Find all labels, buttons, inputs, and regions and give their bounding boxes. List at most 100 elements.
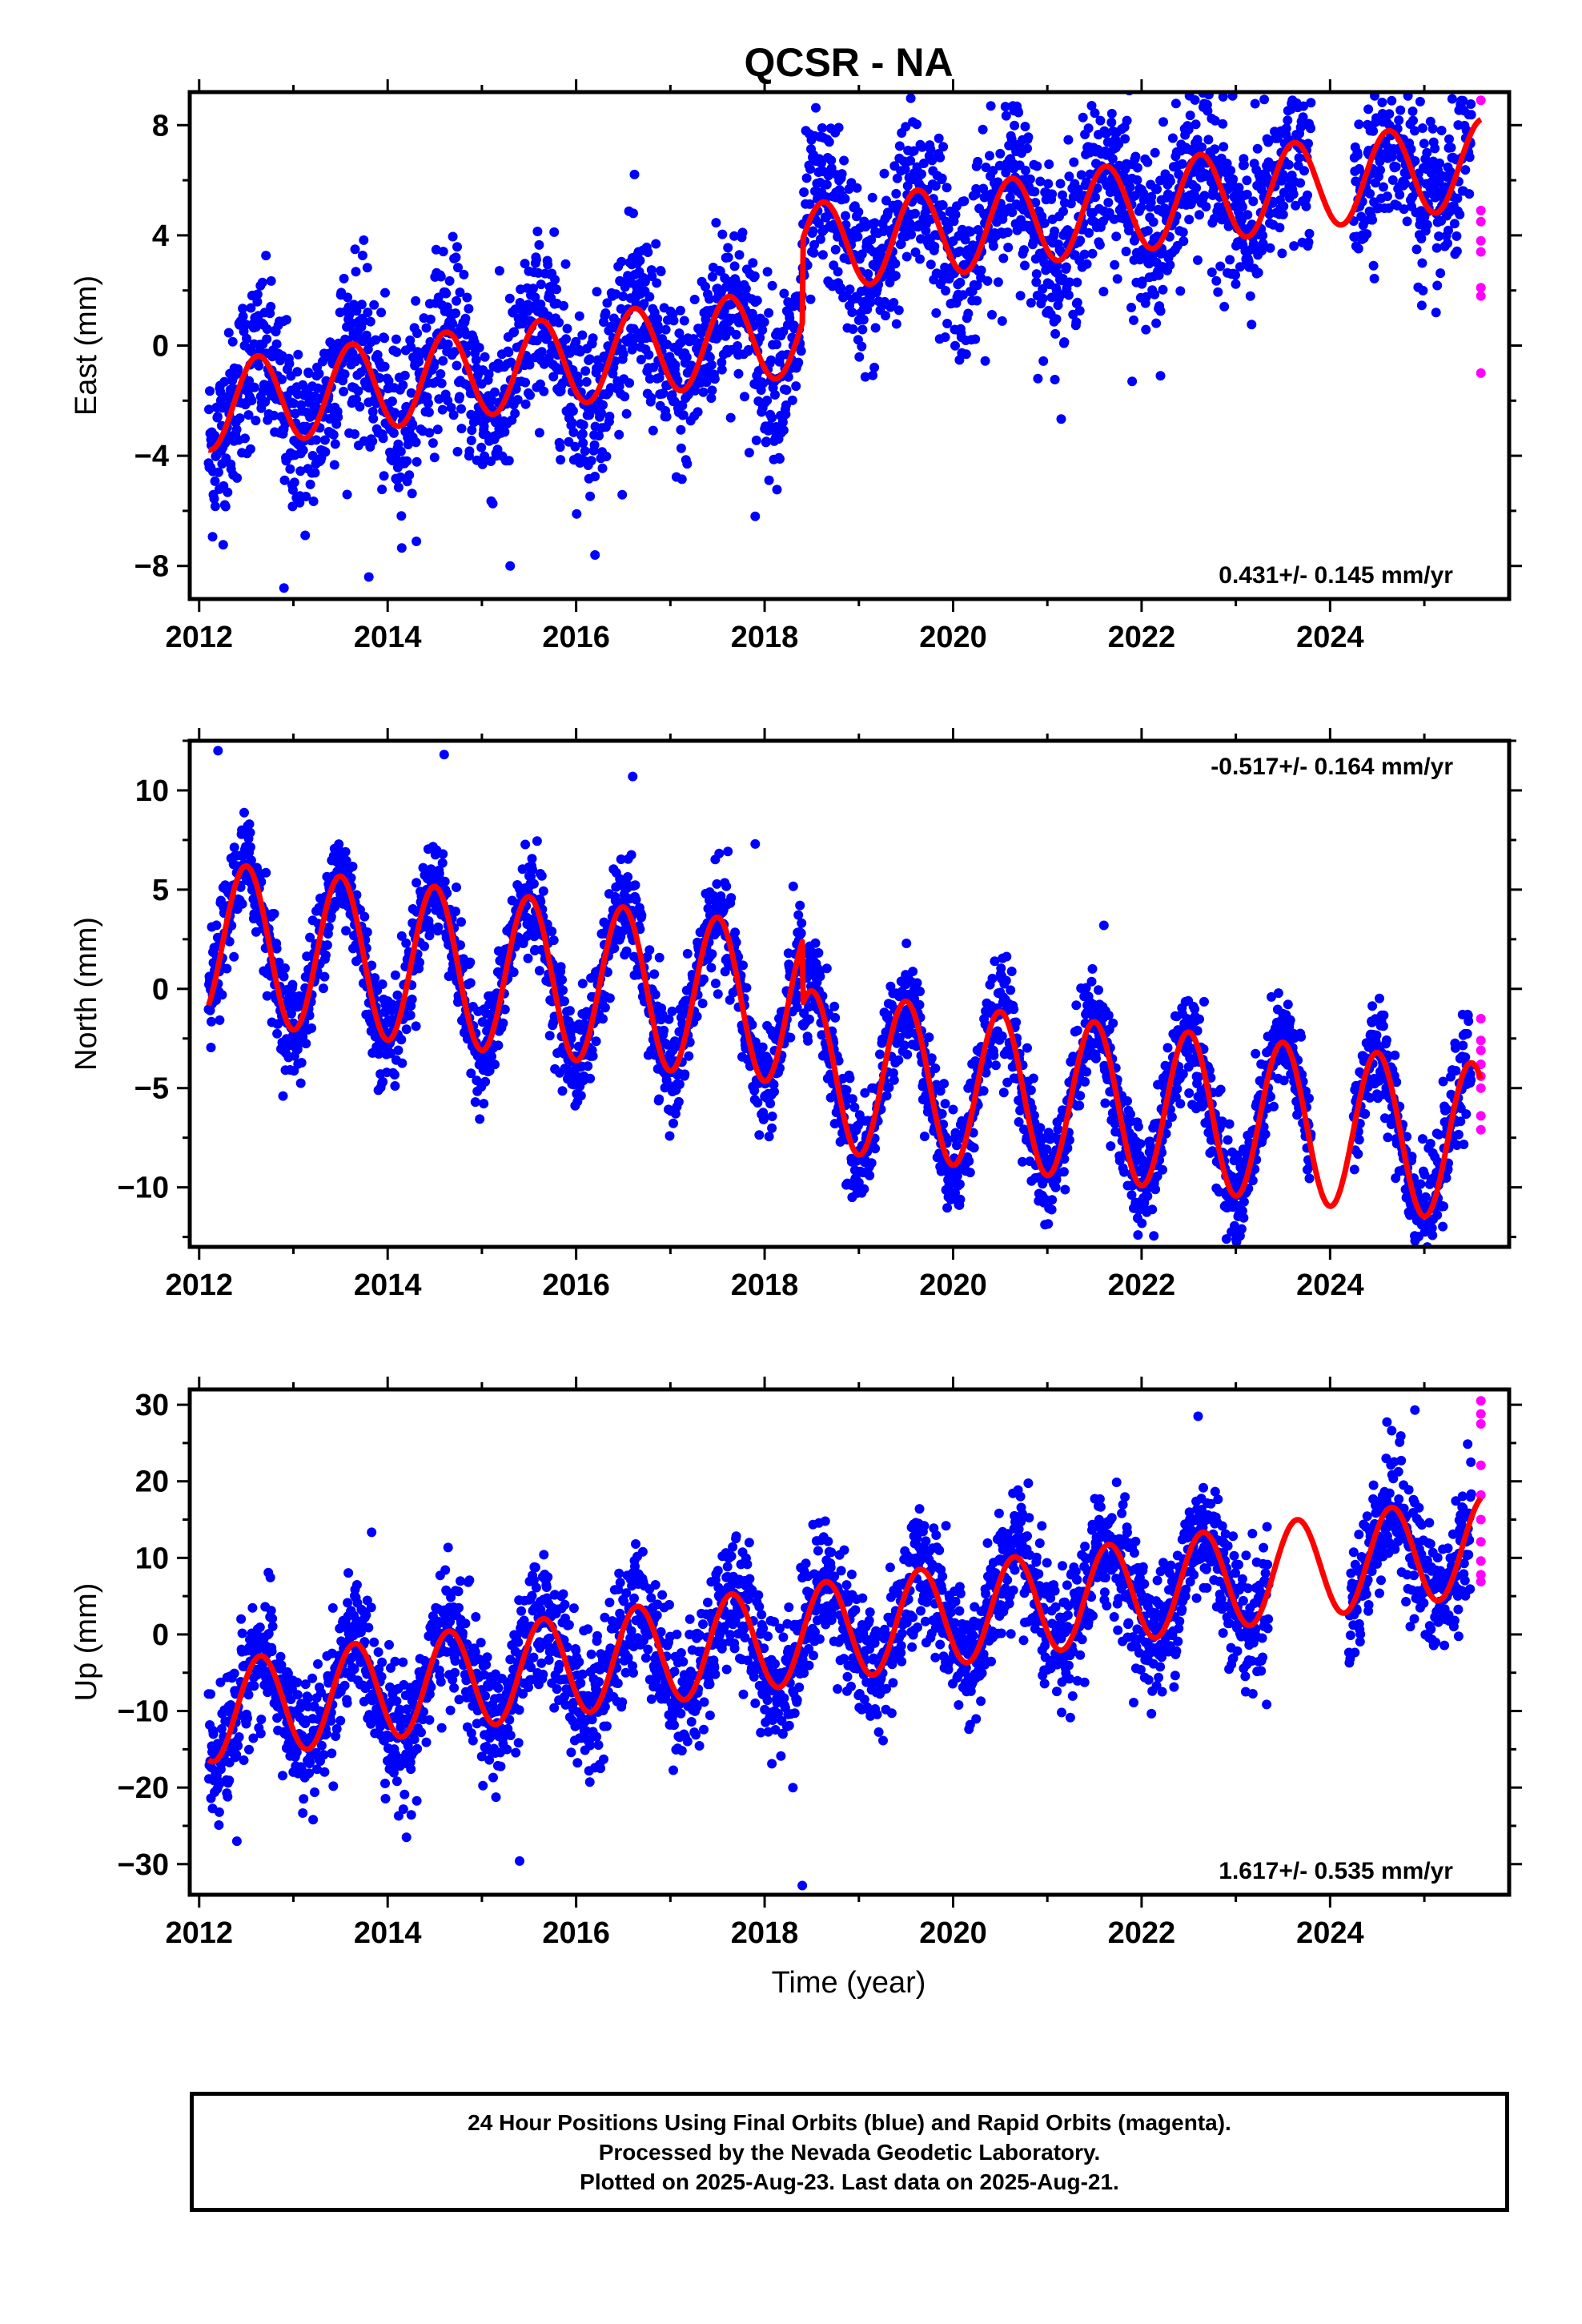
north-final-point [415, 957, 425, 967]
east-final-point [890, 259, 901, 269]
east-final-point [676, 424, 686, 435]
north-final-point [841, 1085, 852, 1096]
east-final-point [1155, 371, 1166, 381]
north-final-point [465, 957, 476, 967]
east-final-point [396, 446, 406, 456]
east-final-point [616, 256, 627, 267]
east-final-point [805, 294, 816, 304]
east-final-point [597, 463, 608, 473]
east-final-point [520, 377, 531, 388]
east-final-point [1402, 216, 1412, 227]
east-final-point [1190, 94, 1200, 105]
east-final-point [396, 511, 407, 521]
east-final-point [573, 378, 584, 388]
y-tick-label: 8 [152, 109, 169, 143]
east-final-point [675, 305, 685, 316]
north-final-point [508, 967, 519, 977]
east-final-point [976, 265, 986, 275]
east-final-point [434, 394, 444, 404]
east-final-point [1063, 135, 1074, 145]
north-final-point [706, 963, 717, 973]
east-final-point [1305, 64, 1315, 74]
east-final-point [351, 267, 361, 277]
east-final-point [252, 289, 263, 300]
east-final-point [766, 355, 777, 365]
east-final-point [1353, 243, 1363, 254]
east-final-point [1288, 189, 1299, 199]
east-final-point [233, 364, 243, 374]
east-final-point [1082, 259, 1092, 269]
east-final-point [303, 368, 314, 379]
north-final-point [340, 846, 351, 857]
east-final-point [504, 348, 514, 357]
east-final-point [396, 543, 407, 553]
east-final-point [1038, 356, 1049, 366]
east-final-point [628, 340, 638, 351]
east-final-point [484, 369, 494, 380]
north-final-point [754, 1130, 765, 1140]
east-final-point [1368, 126, 1379, 136]
north-final-point [796, 928, 806, 939]
east-final-point [677, 400, 688, 411]
east-final-point [635, 255, 645, 266]
east-rate-label: 0.431+/- 0.145 mm/yr [1219, 562, 1453, 589]
east-final-point [604, 412, 615, 421]
east-final-point [1125, 182, 1135, 192]
east-final-point [1303, 237, 1314, 247]
east-final-point [362, 263, 372, 273]
east-final-point [1211, 275, 1222, 286]
east-final-point [830, 244, 841, 255]
east-final-point [767, 280, 777, 291]
east-final-point [839, 155, 849, 166]
east-final-point [821, 179, 832, 190]
east-final-point [1282, 57, 1291, 66]
east-final-point [1074, 306, 1085, 316]
east-final-point [669, 316, 679, 326]
east-final-point [1419, 139, 1429, 149]
east-final-point [378, 433, 388, 444]
east-final-point [1231, 270, 1240, 280]
north-final-point [207, 1016, 216, 1027]
east-final-point [1237, 202, 1247, 212]
north-final-point [490, 1059, 500, 1070]
east-final-point [647, 271, 657, 281]
east-final-point [910, 208, 920, 219]
east-final-point [853, 231, 863, 242]
east-final-point [1148, 217, 1158, 227]
north-final-point [684, 1051, 694, 1061]
north-final-point [279, 971, 289, 982]
east-y-axis-label: East (mm) [70, 275, 103, 416]
east-final-point [371, 335, 381, 345]
east-final-point [600, 308, 611, 318]
east-final-point [438, 356, 448, 366]
east-final-point [460, 313, 471, 324]
east-final-point [449, 347, 460, 357]
east-final-point [1294, 81, 1303, 90]
east-final-point [737, 227, 748, 238]
east-final-point [1177, 159, 1187, 169]
north-final-point [654, 952, 665, 963]
east-final-point [252, 296, 263, 307]
east-final-point [310, 468, 320, 478]
east-final-point [656, 267, 666, 276]
east-final-point [1095, 115, 1106, 126]
north-final-point [493, 1040, 504, 1051]
east-final-point [363, 572, 374, 582]
north-final-point [347, 862, 358, 871]
east-final-point [677, 474, 687, 485]
north-final-point [245, 827, 255, 838]
east-final-point [781, 385, 792, 395]
east-final-point [901, 251, 912, 262]
east-final-point [456, 404, 466, 414]
east-final-point [841, 211, 850, 221]
east-final-point [817, 123, 827, 133]
east-final-point [448, 319, 458, 329]
east-final-point [1455, 71, 1464, 81]
east-final-point [1417, 123, 1427, 133]
east-final-point [1248, 196, 1259, 207]
north-final-point [295, 1078, 306, 1088]
east-final-point [1050, 375, 1060, 384]
east-final-point [1369, 273, 1379, 283]
east-final-point [300, 530, 311, 541]
north-final-point [319, 971, 330, 982]
